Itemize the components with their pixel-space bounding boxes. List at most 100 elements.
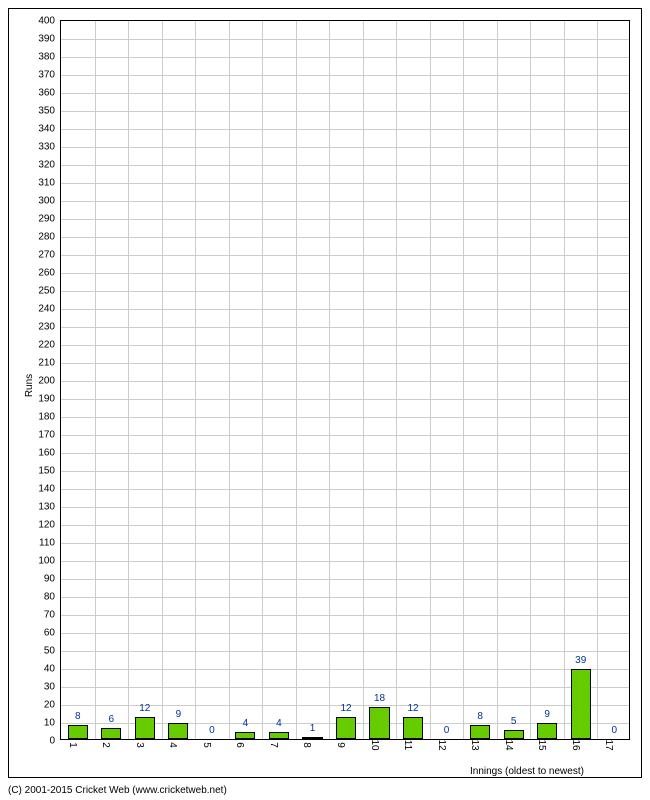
bar	[571, 669, 591, 739]
y-tick-label: 280	[38, 232, 55, 243]
x-tick-label: 16	[570, 739, 581, 750]
bar-value-label: 39	[575, 655, 586, 666]
y-tick-label: 250	[38, 286, 55, 297]
bar	[101, 728, 121, 739]
gridline-h	[61, 273, 629, 274]
y-tick-label: 260	[38, 268, 55, 279]
y-tick-label: 50	[44, 646, 55, 657]
x-tick-label: 12	[436, 739, 447, 750]
gridline-h	[61, 327, 629, 328]
bar-value-label: 12	[139, 703, 150, 714]
x-tick-label: 11	[402, 740, 413, 750]
x-tick-label: 10	[369, 739, 380, 750]
y-tick-label: 150	[38, 466, 55, 477]
gridline-v	[229, 21, 230, 739]
y-tick-label: 120	[38, 520, 55, 531]
y-tick-label: 330	[38, 142, 55, 153]
bar-value-label: 4	[243, 718, 249, 729]
y-tick-label: 210	[38, 358, 55, 369]
y-tick-label: 110	[39, 538, 55, 549]
x-tick-label: 13	[469, 739, 480, 750]
chart-page: 0102030405060708090100110120130140150160…	[0, 0, 650, 800]
bar-value-label: 8	[477, 711, 483, 722]
gridline-v	[396, 21, 397, 739]
x-tick-label: 2	[100, 742, 111, 748]
y-tick-label: 380	[38, 52, 55, 63]
y-tick-label: 310	[38, 178, 55, 189]
gridline-h	[61, 651, 629, 652]
bar	[168, 723, 188, 739]
bar-value-label: 0	[209, 725, 215, 736]
y-tick-label: 40	[44, 664, 55, 675]
gridline-h	[61, 525, 629, 526]
gridline-v	[195, 21, 196, 739]
gridline-h	[61, 489, 629, 490]
gridline-h	[61, 579, 629, 580]
y-tick-label: 130	[38, 502, 55, 513]
y-tick-label: 360	[38, 88, 55, 99]
gridline-v	[162, 21, 163, 739]
gridline-h	[61, 453, 629, 454]
gridline-h	[61, 309, 629, 310]
gridline-h	[61, 111, 629, 112]
gridline-h	[61, 219, 629, 220]
y-tick-label: 320	[38, 160, 55, 171]
gridline-h	[61, 237, 629, 238]
x-axis-label: Innings (oldest to newest)	[470, 766, 584, 777]
bar	[537, 723, 557, 739]
y-tick-label: 10	[44, 718, 55, 729]
gridline-h	[61, 183, 629, 184]
gridline-h	[61, 363, 629, 364]
y-tick-label: 370	[38, 70, 55, 81]
bar	[470, 725, 490, 739]
gridline-v	[95, 21, 96, 739]
gridline-h	[61, 669, 629, 670]
y-tick-label: 240	[38, 304, 55, 315]
y-tick-label: 140	[38, 484, 55, 495]
y-tick-label: 100	[38, 556, 55, 567]
bar-value-label: 12	[407, 703, 418, 714]
gridline-v	[463, 21, 464, 739]
y-tick-label: 170	[38, 430, 55, 441]
gridline-h	[61, 75, 629, 76]
gridline-h	[61, 615, 629, 616]
gridline-h	[61, 129, 629, 130]
gridline-h	[61, 561, 629, 562]
gridline-v	[597, 21, 598, 739]
y-tick-label: 290	[38, 214, 55, 225]
copyright-text: (C) 2001-2015 Cricket Web (www.cricketwe…	[8, 785, 227, 796]
gridline-h	[61, 687, 629, 688]
x-tick-label: 5	[201, 742, 212, 748]
gridline-v	[564, 21, 565, 739]
x-tick-label: 14	[503, 739, 514, 750]
gridline-h	[61, 147, 629, 148]
y-tick-label: 70	[44, 610, 55, 621]
y-tick-label: 220	[38, 340, 55, 351]
gridline-h	[61, 633, 629, 634]
bar	[135, 717, 155, 739]
gridline-v	[530, 21, 531, 739]
gridline-h	[61, 39, 629, 40]
gridline-h	[61, 471, 629, 472]
gridline-h	[61, 399, 629, 400]
x-tick-label: 1	[67, 742, 78, 748]
y-tick-label: 230	[38, 322, 55, 333]
gridline-v	[329, 21, 330, 739]
bar-value-label: 9	[544, 709, 550, 720]
gridline-h	[61, 507, 629, 508]
bar	[302, 737, 322, 739]
y-tick-label: 160	[38, 448, 55, 459]
plot-area: 0102030405060708090100110120130140150160…	[60, 20, 630, 740]
gridline-h	[61, 255, 629, 256]
bar	[68, 725, 88, 739]
bar-value-label: 18	[374, 693, 385, 704]
gridline-v	[363, 21, 364, 739]
gridline-v	[497, 21, 498, 739]
y-tick-label: 390	[38, 34, 55, 45]
bar-value-label: 9	[176, 709, 182, 720]
y-tick-label: 270	[38, 250, 55, 261]
y-tick-label: 90	[44, 574, 55, 585]
bar	[403, 717, 423, 739]
y-tick-label: 190	[38, 394, 55, 405]
y-tick-label: 350	[38, 106, 55, 117]
